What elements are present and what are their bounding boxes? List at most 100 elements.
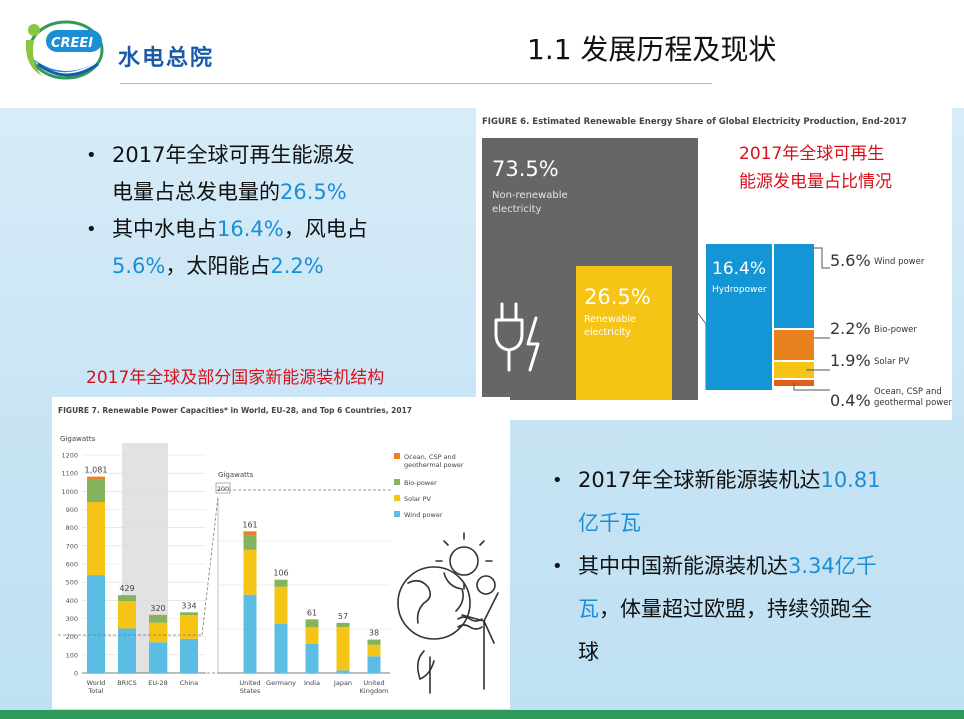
legend-label: geothermal power — [404, 461, 464, 469]
y-tick-label: 200 — [217, 485, 229, 493]
bar-segment — [149, 614, 167, 616]
x-tick-label: United — [239, 679, 260, 687]
x-tick-label: Germany — [266, 679, 296, 687]
bullet-item: 2017年全球可再生能源发 电量占总发电量的26.5% — [82, 137, 462, 211]
x-tick-label: BRICS — [117, 679, 137, 687]
x-tick-label: China — [180, 679, 199, 687]
bullet-text: 电量占总发电量的 — [112, 180, 280, 204]
fig6-caption: 2017年全球可再生 能源发电量占比情况 — [739, 140, 892, 196]
bar-segment — [87, 476, 105, 480]
bar-segment — [87, 479, 105, 503]
nonrenewable-label: Non-renewable — [492, 190, 568, 201]
left-y-label: Gigawatts — [60, 435, 96, 443]
bullet-text: 2017年全球新能源装机达 — [578, 468, 821, 492]
fig6-caption-line: 能源发电量占比情况 — [739, 172, 892, 192]
bar-segment — [274, 579, 288, 587]
renewable-label: Renewable — [584, 314, 636, 325]
bar-segment — [274, 623, 288, 673]
bottom-bullet-list: 2017年全球新能源装机达10.81 亿千瓦 其中中国新能源装机达3.34亿千 … — [548, 459, 948, 674]
bar-segment — [243, 535, 257, 550]
bar-segment — [87, 502, 105, 576]
y-tick-label: 200 — [66, 633, 78, 641]
top-bullet-list: 2017年全球可再生能源发 电量占总发电量的26.5% 其中水电占16.4%，风… — [82, 137, 462, 285]
x-tick-label: World — [87, 679, 106, 687]
bullet-text: 其中水电占 — [112, 217, 217, 241]
bar-segment — [305, 627, 319, 644]
ocean-value: 0.4% — [830, 391, 871, 410]
bio-label: Bio-power — [874, 325, 917, 335]
bar-segment — [336, 627, 350, 671]
bullet-highlight: 26.5% — [280, 180, 347, 204]
figure-6: FIGURE 6. Estimated Renewable Energy Sha… — [476, 108, 952, 420]
solar-value: 1.9% — [830, 351, 871, 370]
bar-segment — [305, 619, 319, 628]
hydropower-block — [706, 244, 772, 390]
bar-segment — [149, 642, 167, 673]
wind-label: Wind power — [874, 257, 925, 267]
bullet-item: 其中水电占16.4%，风电占 5.6%，太阳能占2.2% — [82, 211, 462, 285]
legend-label: Wind power — [404, 511, 443, 519]
x-tick-label: Total — [87, 687, 103, 695]
y-tick-label: 100 — [66, 651, 78, 659]
legend-swatch — [394, 495, 400, 501]
bar-segment — [336, 622, 350, 628]
bullet-text: 球 — [578, 640, 599, 664]
bar-segment — [243, 549, 257, 595]
y-tick-label: 500 — [66, 579, 78, 587]
plug-lightning-icon — [494, 302, 540, 372]
bullet-highlight: 3.34亿千 — [788, 554, 877, 578]
legend-label: Ocean, CSP and — [404, 453, 456, 461]
y-tick-label: 600 — [66, 561, 78, 569]
x-tick-label: India — [304, 679, 320, 687]
bar-total-label: 57 — [338, 612, 348, 621]
renewable-block — [576, 266, 672, 400]
bullet-highlight: 瓦 — [578, 597, 599, 621]
bar-segment — [367, 656, 381, 673]
bar-total-label: 106 — [273, 569, 288, 578]
bullet-highlight: 亿千瓦 — [578, 511, 641, 535]
nonrenewable-value: 73.5% — [492, 157, 559, 181]
solar-block — [774, 362, 814, 378]
bio-block — [774, 330, 814, 360]
bullet-highlight: 2.2% — [270, 254, 324, 278]
bar-total-label: 334 — [181, 601, 196, 610]
ocean-label: Ocean, CSP and — [874, 387, 942, 397]
bar-total-label: 38 — [369, 629, 379, 638]
right-y-label: Gigawatts — [218, 471, 254, 479]
y-tick-label: 1000 — [61, 488, 78, 496]
bar-segment — [180, 615, 198, 639]
bar-total-label: 429 — [119, 584, 134, 593]
fig7-caption: 2017年全球及部分国家新能源装机结构 — [86, 368, 385, 388]
wind-value: 5.6% — [830, 251, 871, 270]
y-tick-label: 800 — [66, 524, 78, 532]
renewable-value: 26.5% — [584, 285, 651, 309]
bar-segment — [118, 595, 136, 596]
wind-block — [774, 244, 814, 328]
bullet-highlight: 10.81 — [820, 468, 881, 492]
bar-segment — [149, 622, 167, 643]
bar-segment — [336, 670, 350, 673]
x-tick-label: Kingdom — [360, 687, 389, 695]
bar-segment — [180, 612, 198, 616]
ocean-label: geothermal power — [874, 398, 952, 408]
bar-segment — [274, 586, 288, 624]
bar-segment — [118, 628, 136, 673]
bar-total-label: 320 — [150, 604, 165, 613]
bar-total-label: 1,081 — [85, 466, 108, 475]
y-tick-label: 1100 — [61, 470, 78, 478]
bar-segment — [149, 615, 167, 623]
legend-label: Solar PV — [404, 495, 432, 503]
bullet-text: ，太阳能占 — [165, 254, 271, 278]
renewable-label: electricity — [584, 327, 631, 338]
y-tick-label: 400 — [66, 597, 78, 605]
fig7-title: FIGURE 7. Renewable Power Capacities* in… — [58, 406, 412, 415]
bullet-text: ，体量超过欧盟，持续领跑全 — [599, 597, 872, 621]
bullet-text: ，风电占 — [283, 217, 368, 241]
nonrenewable-label: electricity — [492, 204, 542, 215]
legend-swatch — [394, 453, 400, 459]
bar-segment — [87, 575, 105, 673]
x-tick-label: United — [363, 679, 384, 687]
bullet-item: 其中中国新能源装机达3.34亿千 瓦，体量超过欧盟，持续领跑全 球 — [548, 545, 948, 674]
bio-value: 2.2% — [830, 319, 871, 338]
